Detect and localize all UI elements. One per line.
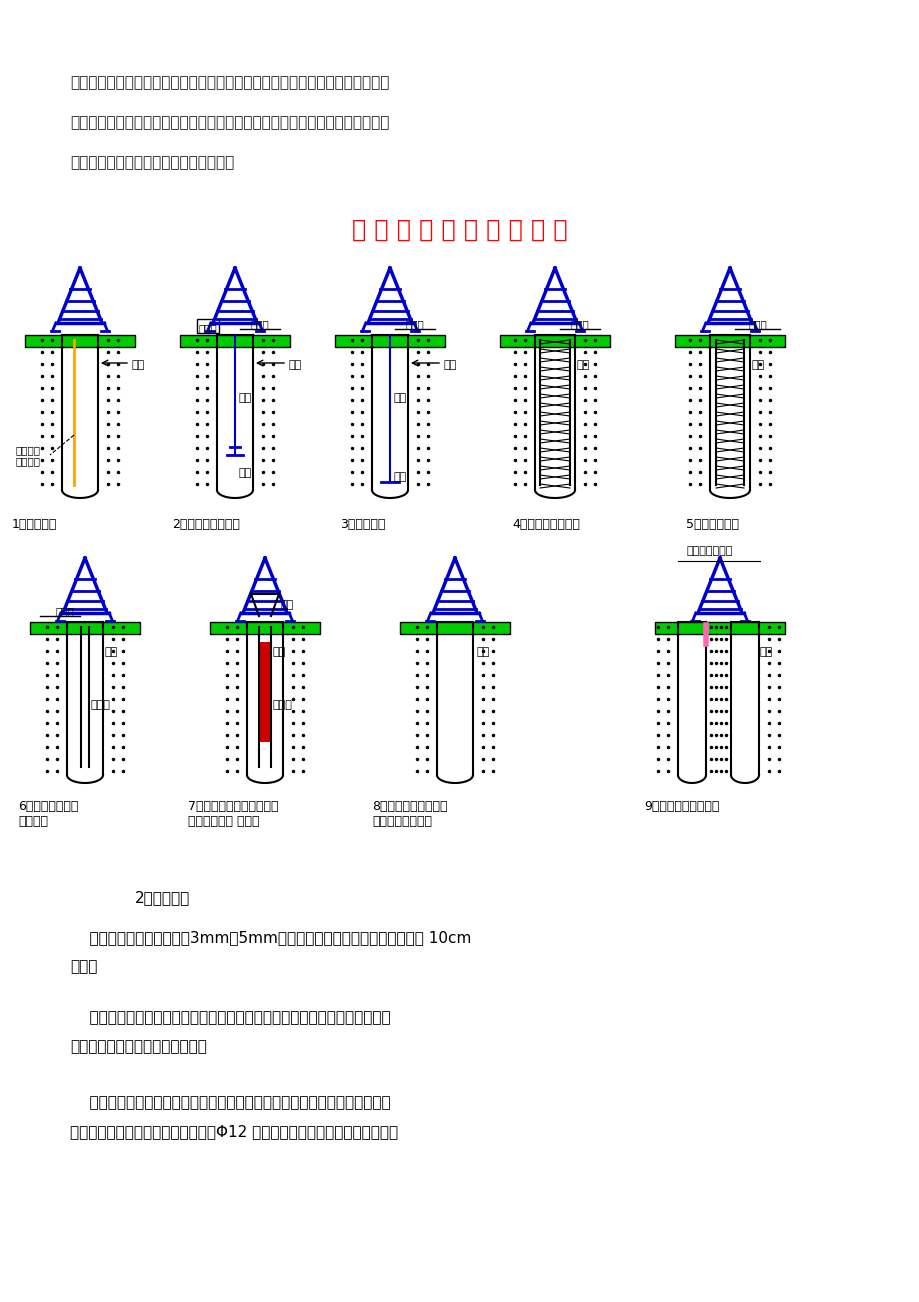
Bar: [499, 335, 609, 348]
Text: 并做好放样记录后，报监理工程师批准。: 并做好放样记录后，报监理工程师批准。: [70, 155, 234, 171]
Bar: [654, 622, 784, 634]
Text: 护筒必须具备足够的强度和刚度，接缝和接头保证紧密不漏水，必须考虑到
可经过多次翻用而不会损坏变形。: 护筒必须具备足够的强度和刚度，接缝和接头保证紧密不漏水，必须考虑到 可经过多次翻…: [70, 1010, 391, 1055]
Bar: [335, 335, 445, 348]
Text: 3、成孔清孔: 3、成孔清孔: [340, 518, 385, 531]
Text: 钻 孔 桩 施 工 工 艺 流 程 图: 钻 孔 桩 施 工 工 艺 流 程 图: [352, 217, 567, 242]
Text: 出浆管: 出浆管: [748, 319, 766, 329]
Text: 出浆管: 出浆管: [405, 319, 424, 329]
Text: 7、安放排水栓并浇筑砼，
边浇筑砼边提 拔导管: 7、安放排水栓并浇筑砼， 边浇筑砼边提 拔导管: [187, 799, 278, 828]
Text: 4、分节吊放钢筋笼: 4、分节吊放钢筋笼: [512, 518, 579, 531]
Text: 8、砼浇筑完毕１～２
小时后提拔钢护筒: 8、砼浇筑完毕１～２ 小时后提拔钢护筒: [371, 799, 447, 828]
Text: 泥浆箱: 泥浆箱: [199, 323, 217, 333]
Text: 出水管: 出水管: [55, 605, 74, 616]
Text: 护筒: 护筒: [289, 359, 302, 370]
Text: 砼导管: 砼导管: [273, 700, 292, 710]
Text: 护筒: 护筒: [751, 359, 765, 370]
Text: 钻杆: 钻杆: [393, 393, 407, 404]
Text: 9、间隔施工第二根桩: 9、间隔施工第二根桩: [643, 799, 719, 812]
Text: 6、放下砼导管，
二次清孔: 6、放下砼导管， 二次清孔: [18, 799, 78, 828]
Bar: [25, 335, 135, 348]
Text: 护筒: 护筒: [131, 359, 145, 370]
Text: 护筒: 护筒: [273, 647, 286, 658]
Text: 2、钻孔及泥浆循环: 2、钻孔及泥浆循环: [172, 518, 240, 531]
Text: 钻头: 钻头: [239, 467, 252, 478]
Text: 护筒按照预先布置好的设计桩位中心进行埋设，并应严格保持护筒的垂直。
护筒埋设完成后，在桩位中心点插上Φ12 钢筋，以利于桩架就位对中，并用经: 护筒按照预先布置好的设计桩位中心进行埋设，并应严格保持护筒的垂直。 护筒埋设完成…: [70, 1095, 398, 1139]
Bar: [180, 335, 289, 348]
Text: 护筒: 护筒: [759, 647, 772, 658]
Text: 护筒: 护筒: [476, 647, 490, 658]
Bar: [210, 622, 320, 634]
Text: 钻头: 钻头: [393, 473, 407, 482]
Text: 出浆管: 出浆管: [570, 319, 589, 329]
Text: 砼导管: 砼导管: [91, 700, 111, 710]
Bar: [197, 319, 219, 333]
Text: 护筒: 护筒: [105, 647, 119, 658]
Text: 2、埋设护筒: 2、埋设护筒: [135, 891, 190, 905]
Text: 施工完成钻孔桩: 施工完成钻孔桩: [686, 546, 732, 556]
Text: 护筒采用钢护筒，壁厚为3mm～5mm，护筒的内径比钻孔桩设计直径稍大 10cm
左右。: 护筒采用钢护筒，壁厚为3mm～5mm，护筒的内径比钻孔桩设计直径稍大 10cm …: [70, 930, 471, 974]
Text: 5、钢筋笼就位: 5、钢筋笼就位: [686, 518, 738, 531]
Text: 即将施工
的灌注桩: 即将施工 的灌注桩: [16, 445, 40, 466]
Text: 料斗: 料斗: [280, 600, 294, 611]
Text: 出浆管: 出浆管: [250, 319, 269, 329]
Bar: [259, 642, 271, 742]
Bar: [30, 622, 140, 634]
Text: 钻杆: 钻杆: [239, 393, 252, 404]
Text: 护筒: 护筒: [576, 359, 590, 370]
Text: 护筒: 护筒: [444, 359, 457, 370]
Bar: [675, 335, 784, 348]
Text: 1、埋设护筒: 1、埋设护筒: [12, 518, 57, 531]
Bar: [400, 622, 509, 634]
Text: 施工过程中，充分发挥测量工作的先锋作用。根据业主提供的测量基准点，创建: 施工过程中，充分发挥测量工作的先锋作用。根据业主提供的测量基准点，创建: [70, 76, 389, 90]
Text: 施工平面控制网，进行复核无误后，在现场设立平面网点进行施工放样，经校核: 施工平面控制网，进行复核无误后，在现场设立平面网点进行施工放样，经校核: [70, 115, 389, 130]
